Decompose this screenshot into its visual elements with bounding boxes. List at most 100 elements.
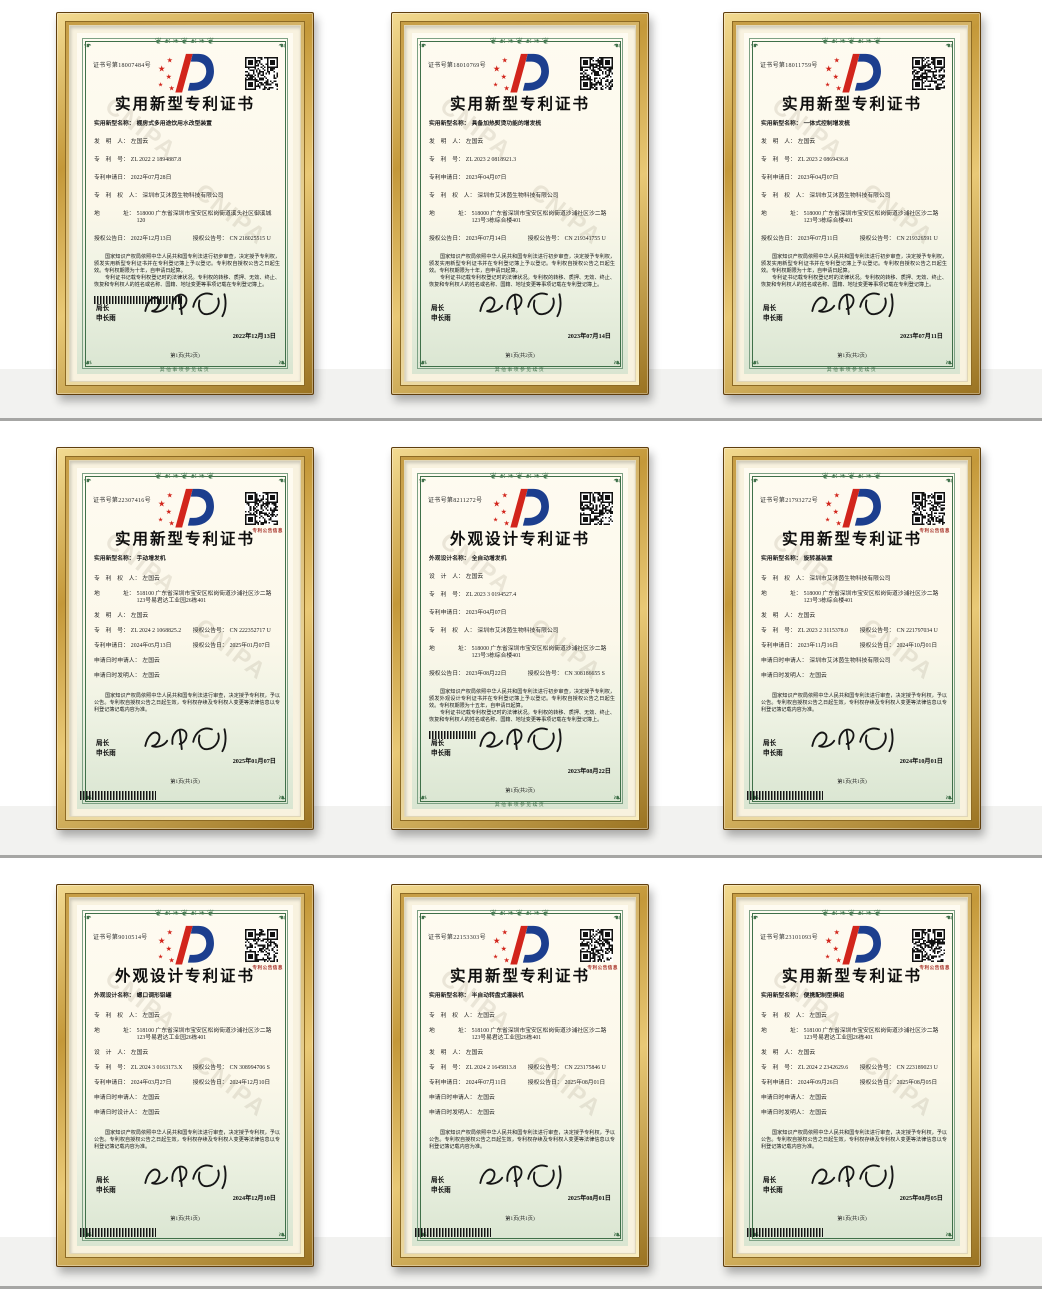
qr-code [245,929,278,962]
cnipa-logo-icon: ★ ★ ★ ★ ★ [491,923,549,969]
field-row: 申请日时申请人： 左国云 [429,1095,495,1101]
qr-code [245,492,278,525]
corner-flourish-icon: ❧ [613,357,622,369]
barcode [429,731,477,739]
green-border-inner: ❧ ❧ ❧ ❧ [419,474,622,804]
field-row: 专 利 权 人： 深圳市艾沐茵生物科技有限公司 [761,576,891,582]
barcode [80,791,156,800]
issue-date: 2025年08月01日 [567,1195,611,1202]
page-indicator: 第1页(共1页) [837,1216,867,1222]
certificate-frame[interactable]: CNIPA CNIPA ❧ ❧ ❧ ❧ ❦☙❧❦☙❧❦ 证书号第18010769… [391,12,649,395]
certificate-number: 证书号第18011759号 [760,63,818,69]
green-border-inner: ❧ ❧ ❧ ❧ [84,474,287,804]
certificate-number: 证书号第22153303号 [428,935,486,941]
page-indicator: 第1页(共2页) [170,353,200,359]
legal-text: 国家知识产权局依照中华人民共和国专利法进行审查，决定授予专利权，予以公告。专利权… [761,693,947,713]
svg-text:★: ★ [825,517,830,524]
field-row: 专 利 权 人： 深圳市艾沐茵生物科技有限公司 [94,193,224,199]
field-row: 专 利 权 人： 左国云 [429,1013,495,1019]
svg-text:★: ★ [825,498,833,508]
field-row: 专利申请日： 2024年07月11日 授权公告日： 2025年08月01日 [429,1080,606,1086]
director-signature [804,1158,904,1194]
barcode [747,1228,823,1237]
certificate-title: 实用新型专利证书 [114,96,255,113]
svg-text:★: ★ [169,957,175,965]
svg-text:★: ★ [501,73,507,81]
certificate-body: 实用新型名称： 一体式控制增发梳发 明 人： 左国云专 利 号： ZL 2023 2 … [761,121,947,289]
director-signature [804,286,904,322]
svg-text:★: ★ [167,492,173,500]
qr-code [580,929,613,962]
field-row: 发 明 人： 左国云 [429,139,484,145]
field-row: 专 利 号： ZL 2024 2 1068825.2 授权公告号： CN 222352… [94,628,271,634]
certificate-frame[interactable]: CNIPA CNIPA ❧ ❧ ❧ ❧ ❦☙❧❦☙❧❦ 证书号第22153303… [391,884,649,1267]
field-row: 地 址： 518100 广东省深圳市宝安区松岗街道沙浦社区沙二路123号易君达工业… [761,1028,939,1041]
qr-code [912,492,945,525]
certificate-body: 实用新型名称： 棚房式多用途饮用水改型装置发 明 人： 左国云专 利 号： ZL 20… [94,121,280,304]
field-row: 设 计 人： 左国云 [94,1050,149,1056]
certificate-frame[interactable]: CNIPA CNIPA ❧ ❧ ❧ ❧ ❦☙❧❦☙❧❦ 证书号第23101093… [723,884,981,1267]
certificate-frame[interactable]: CNIPA CNIPA ❧ ❧ ❧ ❧ ❦☙❧❦☙❧❦ 证书号第8211272号… [391,447,649,830]
page-indicator: 第1页(共2页) [505,353,535,359]
certificate-fields: 实用新型名称： 便携配制型模组专 利 权 人： 左国云地 址： 518100 广东省深… [761,993,947,1117]
svg-text:★: ★ [504,957,510,965]
svg-text:★: ★ [167,57,173,65]
certificate-frame[interactable]: CNIPA CNIPA ❧ ❧ ❧ ❧ ❦☙❧❦☙❧❦ 证书号第22307416… [56,447,314,830]
svg-text:★: ★ [836,957,842,965]
field-row: 地 址： 518100 广东省深圳市宝安区松岗街道沙浦社区沙二路123号易君达工业… [429,1028,607,1041]
svg-text:★: ★ [158,517,163,524]
certificate-frame[interactable]: CNIPA CNIPA ❧ ❧ ❧ ❧ ❦☙❧❦☙❧❦ 证书号第9010514号… [56,884,314,1267]
cnipa-logo-icon: ★ ★ ★ ★ ★ [156,923,214,969]
header-flourish-icon: ❦☙❧❦☙❧❦ [489,908,551,918]
certificate-paper: CNIPA CNIPA ❧ ❧ ❧ ❧ ❦☙❧❦☙❧❦ 证书号第18007484… [77,33,293,374]
legal-text: 国家知识产权局依照中华人民共和国专利法进行审查，决定授予专利权，予以公告。专利权… [94,1130,280,1150]
director-signature [137,721,237,757]
field-row: 地 址： 518100 广东省深圳市宝安区松岗街道沙浦社区沙二路123号易君达工业… [94,591,272,604]
svg-text:★: ★ [493,82,498,89]
cnipa-logo-icon: ★ ★ ★ ★ ★ [823,923,881,969]
issue-date: 2024年12月10日 [232,1195,276,1202]
svg-text:★: ★ [158,63,166,73]
green-border-inner: ❧ ❧ ❧ ❧ [751,911,954,1241]
certificate-body: 实用新型名称： 手动增发机专 利 权 人： 左国云地 址： 518100 广东省深圳市… [94,556,280,714]
field-row: 申请日时发明人： 左国云 [761,1110,827,1116]
certificate-fields: 外观设计名称： 全自动增发机设 计 人： 左国云专 利 号： ZL 2023 3 01… [429,556,615,678]
certificate-title: 实用新型专利证书 [781,968,922,985]
certificate-paper: CNIPA CNIPA ❧ ❧ ❧ ❧ ❦☙❧❦☙❧❦ 证书号第23101093… [744,905,960,1246]
certificate-frame[interactable]: CNIPA CNIPA ❧ ❧ ❧ ❧ ❦☙❧❦☙❧❦ 证书号第18011759… [723,12,981,395]
certificate-frame[interactable]: CNIPA CNIPA ❧ ❧ ❧ ❧ ❦☙❧❦☙❧❦ 证书号第21793272… [723,447,981,830]
certificate-body: 外观设计名称： 全自动增发机设 计 人： 左国云专 利 号： ZL 2023 3 01… [429,556,615,739]
svg-text:★: ★ [833,945,839,953]
corner-flourish-icon: ❧ [278,357,287,369]
qr-code-label: 专利公告信息 [587,965,618,970]
certificate-paper: CNIPA CNIPA ❧ ❧ ❧ ❧ ❦☙❧❦☙❧❦ 证书号第9010514号… [77,905,293,1246]
svg-text:★: ★ [836,85,842,93]
continuation-note: 其他事项参见续页 [494,368,546,373]
svg-text:★: ★ [158,498,166,508]
director-name: 申长雨 [763,750,783,757]
cnipa-logo-icon: ★ ★ ★ ★ ★ [823,51,881,97]
director-title: 局长 [763,305,777,312]
director-title: 局长 [431,740,445,747]
header-flourish-icon: ❦☙❧❦☙❧❦ [489,36,551,46]
certificate-paper: CNIPA CNIPA ❧ ❧ ❧ ❧ ❦☙❧❦☙❧❦ 证书号第21793272… [744,468,960,809]
field-row: 申请日时申请人： 深圳市艾沐茵生物科技有限公司 [761,658,891,664]
director-signature [137,286,237,322]
green-border-outer [417,38,623,369]
field-row: 发 明 人： 左国云 [761,1050,816,1056]
continuation-note: 其他事项参见续页 [826,368,878,373]
director-name: 申长雨 [763,1187,783,1194]
director-name: 申长雨 [96,315,116,322]
field-row: 实用新型名称： 旋转基装置 [761,556,833,562]
svg-text:★: ★ [501,508,507,516]
director-block: 局长 申长雨 [763,1176,783,1196]
certificate-title: 实用新型专利证书 [781,96,922,113]
svg-text:★: ★ [504,520,510,528]
director-signature [472,1158,572,1194]
director-title: 局长 [763,1177,777,1184]
certificate-frame[interactable]: CNIPA CNIPA ❧ ❧ ❧ ❧ ❦☙❧❦☙❧❦ 证书号第18007484… [56,12,314,395]
certificate-number: 证书号第8211272号 [428,498,483,504]
field-row: 专 利 权 人： 左国云 [94,576,160,582]
certificate-fields: 实用新型名称： 具备加热熨烫功能的增发梳发 明 人： 左国云专 利 号： ZL 202… [429,121,615,243]
certificate-number: 证书号第18007484号 [93,63,151,69]
